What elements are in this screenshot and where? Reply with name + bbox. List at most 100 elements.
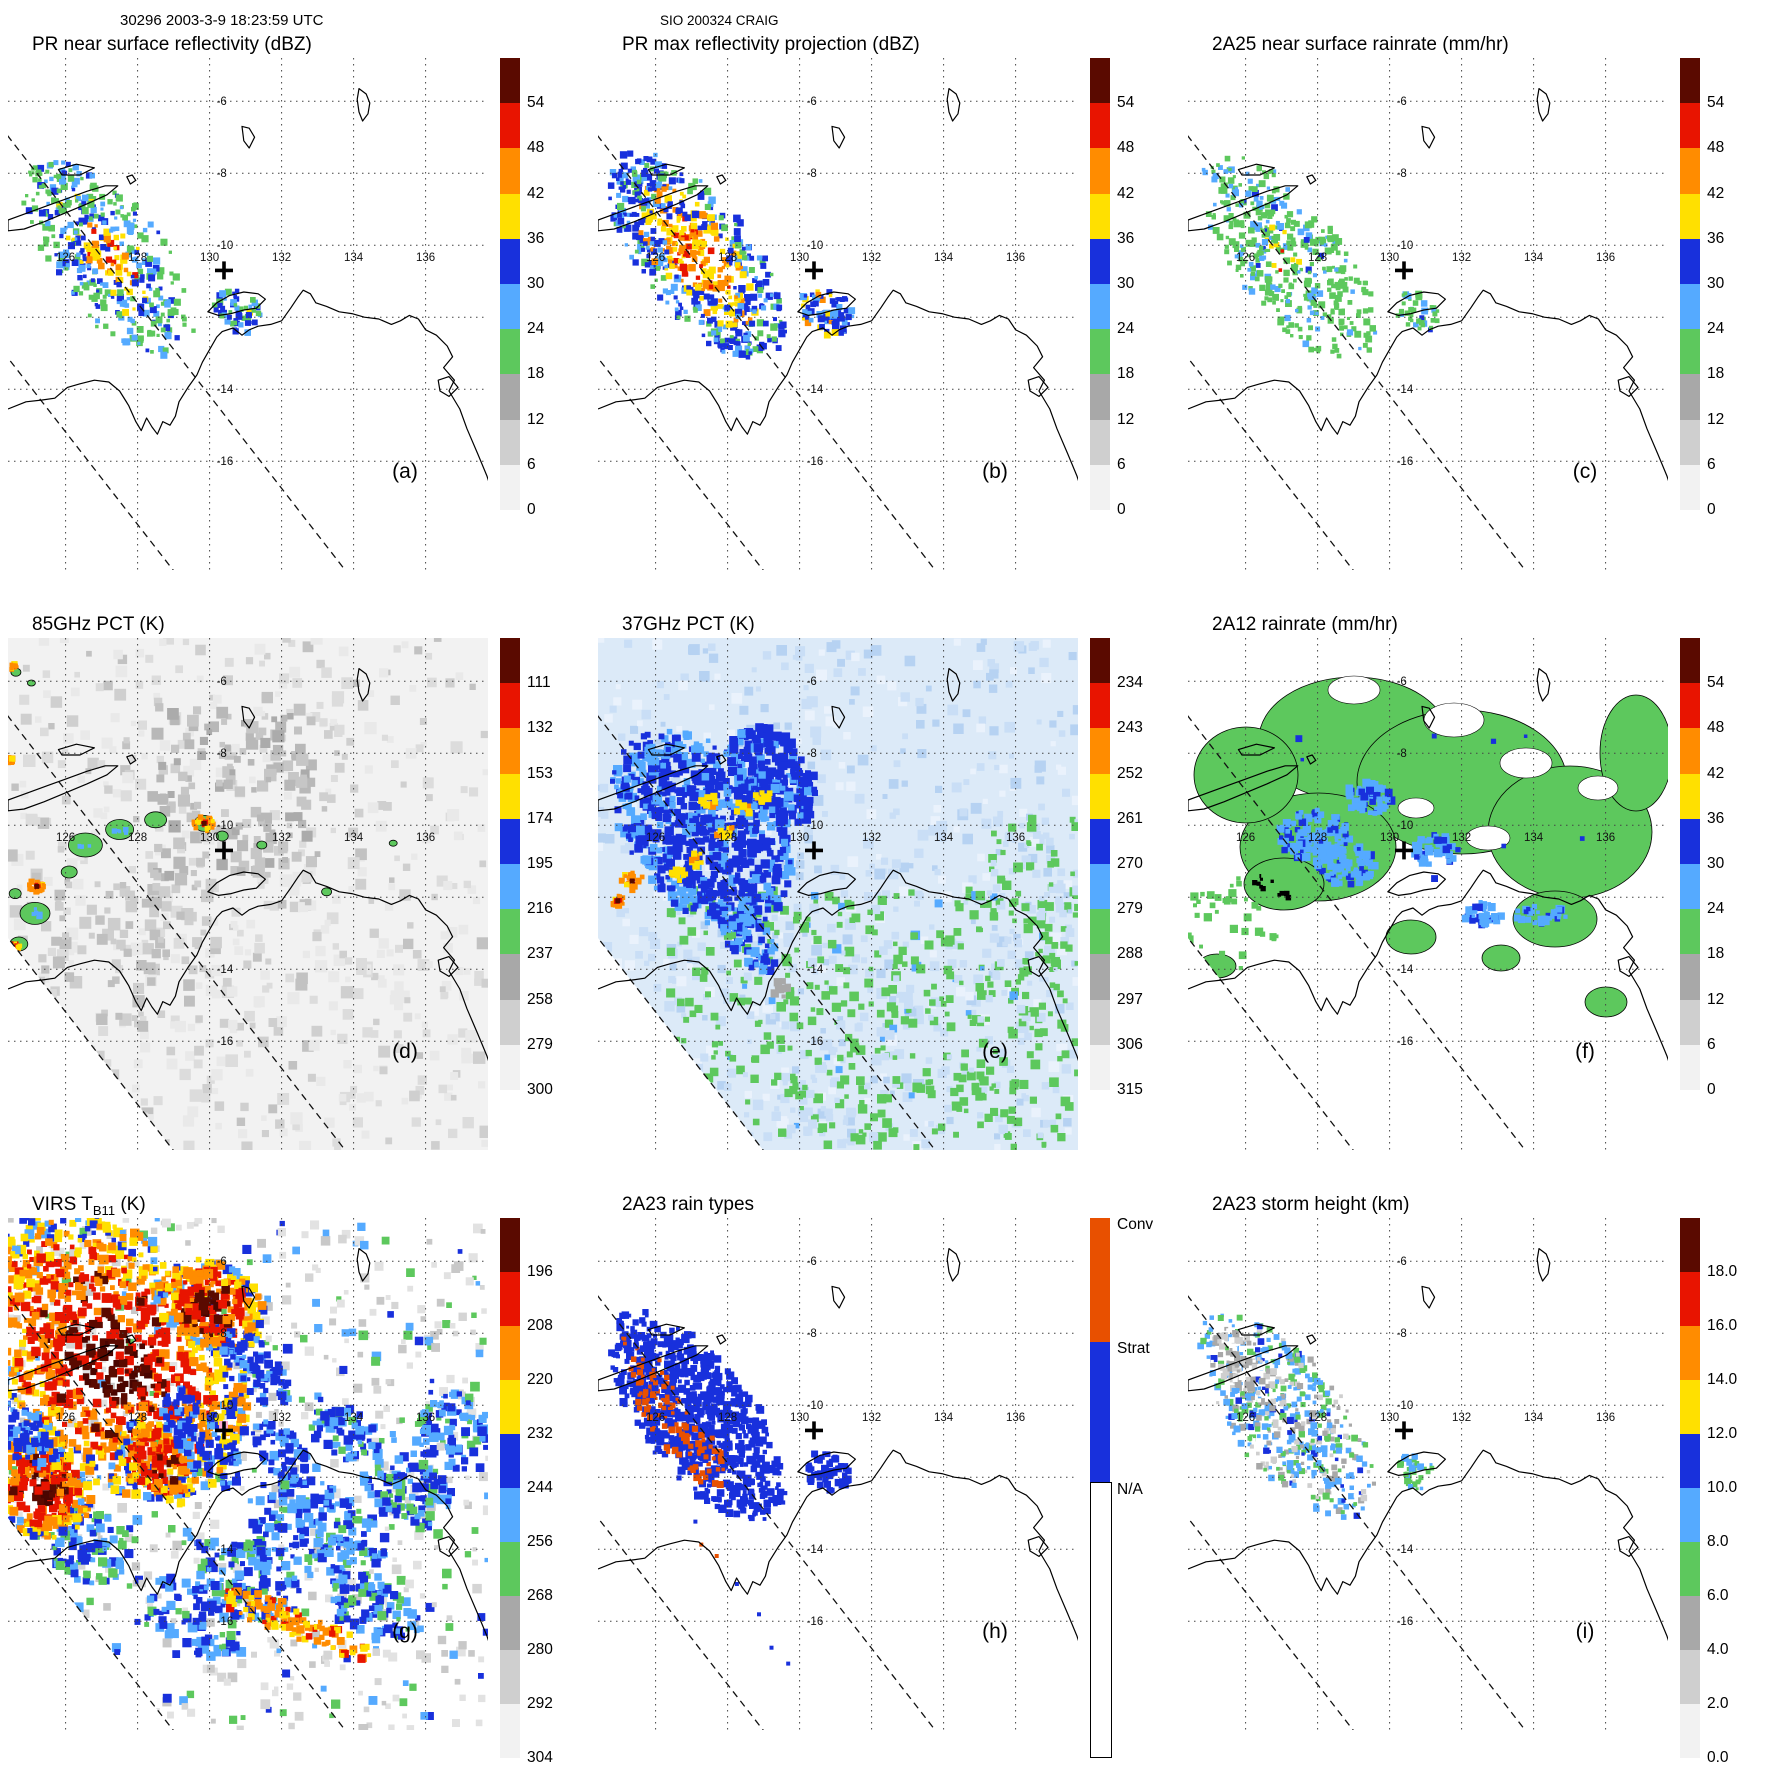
lon-label: 136 xyxy=(416,832,435,844)
lon-label: 136 xyxy=(1006,1412,1025,1424)
colorbar-segment-light_gray xyxy=(1090,419,1110,465)
lon-label: 126 xyxy=(56,832,75,844)
colorbar-tick-label: 279 xyxy=(1117,900,1143,917)
lon-label: 136 xyxy=(1006,832,1025,844)
colorbar-c: 54 48 42 36 30 24 18 12 6 0 xyxy=(1680,58,1742,518)
grid-tick-labels: 126 128 130 132 134 136 -6 -8 -10 -14 -16 xyxy=(646,96,1025,468)
map-panel-e: 126 128 130 132 134 136 -6 -8 -10 -14 -16 (e) xyxy=(598,638,1078,1150)
lon-label: 134 xyxy=(934,832,954,844)
lat-label: -6 xyxy=(1397,676,1407,688)
lat-label: -16 xyxy=(217,456,234,468)
lat-label: -16 xyxy=(217,1616,234,1628)
colorbar-segment-red xyxy=(1680,683,1700,729)
coastlines xyxy=(1188,88,1668,482)
lon-label: 132 xyxy=(1452,252,1471,264)
colorbar-g: 196 208 220 232 244 256 268 280 292 304 xyxy=(500,1218,562,1766)
swath-edge-lines xyxy=(8,715,346,1150)
colorbar-segment-gray xyxy=(1680,954,1700,1000)
colorbar-i: 18.0 16.0 14.0 12.0 10.0 8.0 6.0 4.0 2.0 0.0 xyxy=(1680,1218,1742,1766)
colorbar-tick-label: 243 xyxy=(1117,719,1143,736)
colorbar-tick-label: 18 xyxy=(1707,945,1725,962)
colorbar-segment-near_white xyxy=(500,464,520,511)
colorbar-b: 54 48 42 36 30 24 18 12 6 0 xyxy=(1090,58,1152,518)
lon-label: 134 xyxy=(934,1412,954,1424)
lat-label: -16 xyxy=(807,1616,824,1628)
colorbar-tick-label: 54 xyxy=(1117,94,1135,111)
lat-label: -6 xyxy=(1397,96,1407,108)
orbit-timestamp-header: 30296 2003-3-9 18:23:59 UTC xyxy=(120,12,324,29)
colorbar-segment-maroon xyxy=(1680,1218,1700,1272)
lon-label: 128 xyxy=(128,252,147,264)
lat-label: -10 xyxy=(807,1400,824,1412)
lat-label: -14 xyxy=(807,1544,824,1556)
lon-label: 126 xyxy=(646,252,665,264)
colorbar-bar xyxy=(500,58,520,511)
colorbar-tick-label: 306 xyxy=(1117,1036,1143,1053)
colorbar-segment-blue xyxy=(500,818,520,865)
colorbar-tick-label: 18.0 xyxy=(1707,1263,1738,1280)
lat-lon-grid xyxy=(1188,1218,1668,1730)
grid-tick-labels: 126 128 130 132 134 136 -6 -8 -10 -14 -16 xyxy=(1236,96,1615,468)
lon-label: 126 xyxy=(56,1412,75,1424)
map-panel-f: 126 128 130 132 134 136 -6 -8 -10 -14 -16 (f) xyxy=(1188,638,1668,1150)
colorbar-segment-maroon xyxy=(1680,58,1700,104)
lon-label: 132 xyxy=(272,832,291,844)
site-marker xyxy=(215,1421,233,1440)
lon-label: 136 xyxy=(416,1412,435,1424)
colorbar-segment-blue xyxy=(1090,238,1110,285)
colorbar-tick-label: 174 xyxy=(527,810,553,827)
colorbar-tick-label: 315 xyxy=(1117,1081,1143,1098)
coastlines xyxy=(8,668,488,1062)
colorbar-tick-label: 279 xyxy=(527,1036,553,1053)
lon-label: 126 xyxy=(646,1412,665,1424)
panel-title: VIRS TB11 (K) xyxy=(32,1194,146,1218)
colorbar-segment-yellow xyxy=(500,1380,520,1434)
colorbar-tick-label: 292 xyxy=(527,1695,553,1712)
site-marker xyxy=(805,261,823,280)
colorbar-segment-orange xyxy=(500,728,520,774)
colorbar-segment-blue xyxy=(1680,238,1700,285)
colorbar-segment-green xyxy=(1090,329,1110,375)
lat-label: -6 xyxy=(807,676,817,688)
lat-label: -16 xyxy=(807,456,824,468)
colorbar-tick-label: 8.0 xyxy=(1707,1533,1729,1550)
lon-label: 128 xyxy=(718,252,737,264)
colorbar-tick-label: 232 xyxy=(527,1425,553,1442)
colorbar-segment-light_blue xyxy=(1680,864,1700,910)
colorbar-segment-light_blue xyxy=(1090,284,1110,330)
data-layer xyxy=(608,1309,852,1666)
colorbar-segment-yellow xyxy=(1090,773,1110,819)
swath-edge-lines xyxy=(598,715,936,1150)
lat-label: -6 xyxy=(217,96,227,108)
lat-label: -8 xyxy=(807,168,817,180)
colorbar-segment-blue xyxy=(500,1434,520,1488)
colorbar-segment-light_blue xyxy=(1680,1488,1700,1542)
colorbar-segment-light_gray xyxy=(1090,999,1110,1045)
lon-label: 130 xyxy=(200,1412,219,1424)
colorbar-tick-label: 6 xyxy=(527,456,536,473)
colorbar-tick-label: 42 xyxy=(1707,185,1725,202)
colorbar-tick-label: 6.0 xyxy=(1707,1587,1729,1604)
lat-label: -8 xyxy=(217,1328,227,1340)
colorbar-segment-blue xyxy=(1680,1434,1700,1488)
colorbar-tick-label: 54 xyxy=(1707,94,1725,111)
colorbar-tick-label: 6 xyxy=(1707,456,1716,473)
colorbar-segment-gray xyxy=(1680,1596,1700,1650)
colorbar-tick-label: 153 xyxy=(527,765,553,782)
lat-label: -8 xyxy=(217,168,227,180)
panel-title: PR near surface reflectivity (dBZ) xyxy=(32,34,312,55)
colorbar-segment-green xyxy=(1680,909,1700,955)
colorbar-segment-maroon xyxy=(500,638,520,684)
lat-label: -14 xyxy=(807,964,824,976)
lat-label: -10 xyxy=(217,1400,234,1412)
colorbar-segment-blue xyxy=(1090,818,1110,865)
colorbar-segment-gray xyxy=(1680,374,1700,420)
lon-label: 136 xyxy=(416,252,435,264)
panel-title: 37GHz PCT (K) xyxy=(622,614,755,635)
lon-label: 126 xyxy=(646,832,665,844)
swath-edge-lines xyxy=(8,135,346,570)
colorbar-segment-near_white xyxy=(1090,1044,1110,1091)
grid-tick-labels: 126 128 130 132 134 136 -6 -8 -10 -14 -16 xyxy=(56,96,435,468)
colorbar-tick-label: 10.0 xyxy=(1707,1479,1738,1496)
